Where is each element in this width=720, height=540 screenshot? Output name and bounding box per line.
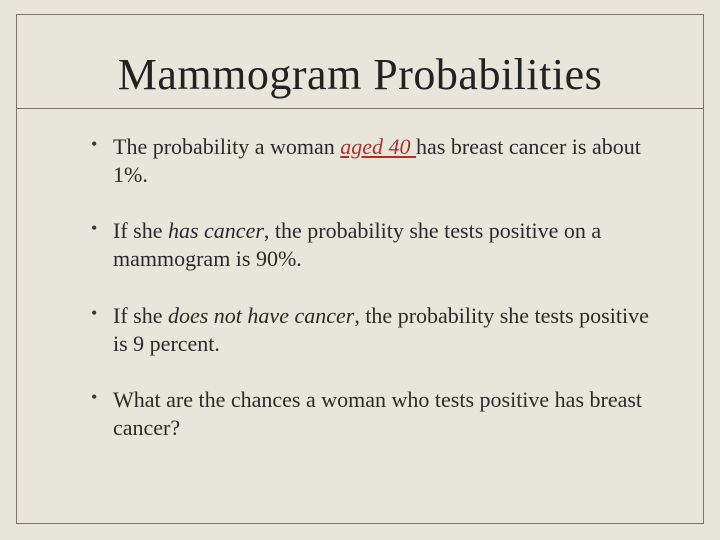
list-item: If she has cancer, the probability she t… [91,217,653,273]
bullet-text-pre: The probability a woman [113,134,340,159]
list-item: What are the chances a woman who tests p… [91,386,653,442]
list-item: The probability a woman aged 40 has brea… [91,133,653,189]
title-divider [17,108,703,109]
slide-title: Mammogram Probabilities [67,49,653,100]
bullet-text-pre: If she [113,303,168,328]
bullet-text-pre: If she [113,218,168,243]
bullet-emphasis-red: aged 40 [340,134,416,159]
slide-inner-border: Mammogram Probabilities The probability … [16,14,704,524]
bullet-emphasis: has cancer [168,218,264,243]
bullet-emphasis: does not have cancer [168,303,354,328]
bullet-text-pre: What are the chances a woman who tests p… [113,387,642,440]
slide: Mammogram Probabilities The probability … [0,0,720,540]
list-item: If she does not have cancer, the probabi… [91,302,653,358]
bullet-list: The probability a woman aged 40 has brea… [67,133,653,442]
